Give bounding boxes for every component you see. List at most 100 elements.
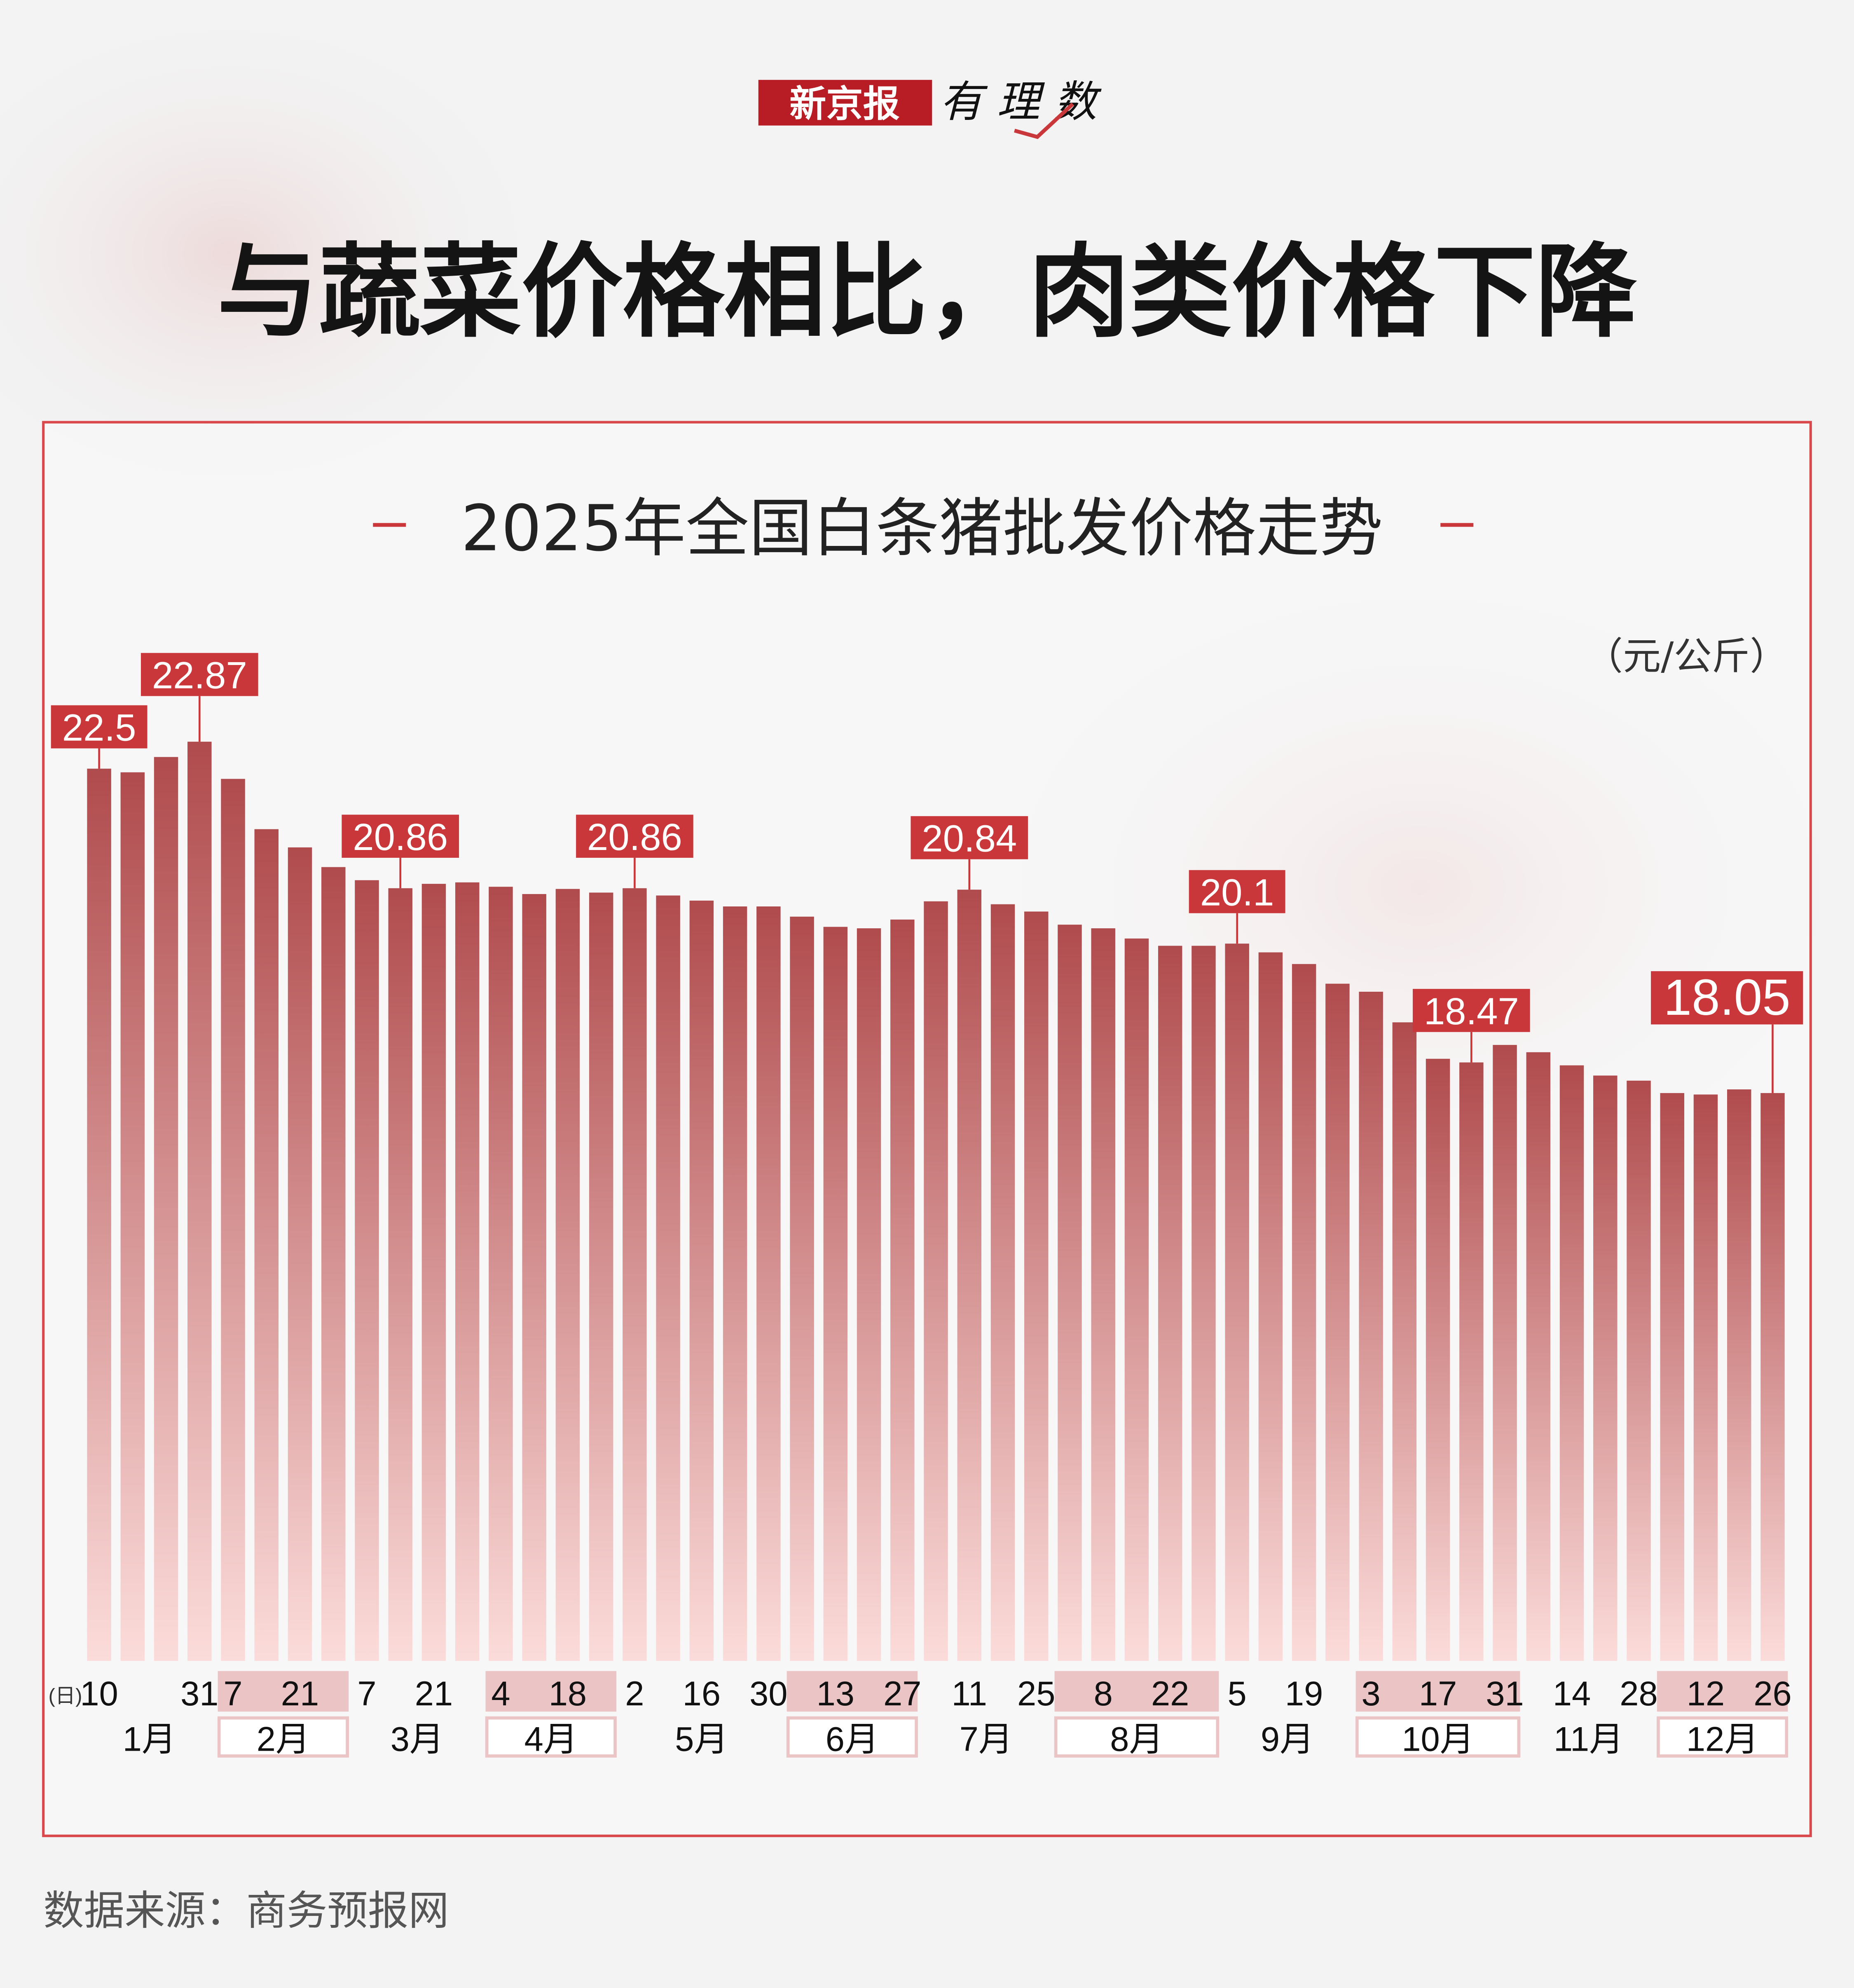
bar-4-25 [589,892,613,1661]
bar-11-28 [1627,1080,1651,1661]
day-tick-label: 11 [952,1674,987,1713]
logo-brand-box [758,80,932,126]
day-tick-label: 14 [1553,1674,1591,1713]
bar-1-10 [87,768,111,1661]
bar-8-29 [1192,946,1216,1661]
bar-2-7 [221,779,245,1661]
bar-3-21 [421,884,446,1661]
bar-9-12 [1258,952,1283,1661]
bar-5-9 [656,895,680,1661]
month-groups: 1月 2月 3月 4月 5月 6月 7月 8月 9月 10月 11月 12月 [123,1671,1788,1759]
x-unit-label: (日) [49,1685,82,1707]
day-tick-label: 5 [1228,1674,1247,1713]
month-label: 8月 [1110,1720,1163,1759]
bar-11-14 [1559,1065,1584,1661]
day-tick-label: 19 [1285,1674,1323,1713]
headline: 与蔬菜价格相比，肉类价格下降 [217,233,1637,351]
day-tick-label: 10 [80,1674,118,1713]
bar-8-22 [1158,946,1182,1661]
bar-12-19 [1727,1089,1751,1661]
bar-6-6 [790,916,814,1661]
bar-12-5 [1660,1093,1684,1661]
bar-5-2 [623,888,647,1661]
bar-7-11 [957,890,982,1661]
day-tick-label: 26 [1753,1674,1791,1713]
data-label-box [141,653,258,696]
data-source: 数据来源：商务预报网 [43,1887,449,1934]
bar-2-14 [254,829,279,1661]
month-box [1657,1716,1788,1758]
bar-10-3 [1359,991,1383,1661]
data-label: 22.87 [152,654,247,697]
day-tick-label: 21 [281,1674,319,1713]
logo: 新京报 有理数 [758,77,1102,139]
day-tick-label: 2 [625,1674,644,1713]
bar-6-13 [823,927,848,1661]
data-label: 20.84 [922,817,1017,860]
month-label: 11月 [1554,1720,1623,1759]
bar-8-15 [1124,938,1149,1661]
bar-6-27 [890,919,915,1661]
bar-9-19 [1292,964,1316,1661]
bar-1-24 [154,757,178,1661]
month-label: 6月 [826,1720,879,1759]
bar-8-1 [1058,925,1082,1661]
month-shade [218,1671,349,1712]
month-box [1355,1716,1521,1758]
data-label-box [576,815,693,858]
month-shade [1657,1671,1788,1712]
month-shade [485,1671,617,1712]
month-box [485,1716,617,1758]
bar-4-18 [555,889,580,1661]
bar-1-31 [187,742,212,1661]
day-tick-label: 16 [683,1674,721,1713]
background-meat-decoration [964,558,1854,1217]
data-label: 18.05 [1664,969,1791,1026]
bar-9-5 [1225,944,1249,1661]
bar-2-21 [288,847,312,1661]
data-label-box [342,815,459,858]
bar-1-17 [120,772,145,1661]
bar-5-23 [723,906,747,1661]
day-tick-label: 27 [883,1674,921,1713]
day-tick-label: 25 [1017,1674,1055,1713]
month-box [217,1716,349,1758]
data-label-box [911,816,1028,859]
day-tick-label: 7 [223,1674,242,1713]
bar-8-8 [1091,928,1115,1661]
month-label: 7月 [960,1720,1013,1759]
y-unit-label: （元/公斤） [1585,634,1788,679]
chart-title: 2025年全国白条猪批发价格走势 [461,492,1383,565]
month-box [786,1716,918,1758]
bars [87,742,1785,1661]
data-label: 22.5 [62,706,136,749]
bar-7-4 [924,901,948,1661]
day-tick-label: 8 [1094,1674,1113,1713]
data-label: 20.86 [353,815,448,858]
bar-4-4 [489,887,513,1661]
data-label: 20.86 [587,815,682,858]
day-tick-label: 7 [357,1674,376,1713]
logo-brand: 新京报 [789,82,900,126]
month-label: 2月 [257,1720,310,1759]
month-label: 5月 [675,1720,728,1759]
bar-10-24 [1459,1062,1484,1661]
month-box [1054,1716,1220,1758]
day-tick-label: 12 [1687,1674,1725,1713]
bar-9-26 [1325,983,1350,1661]
month-label: 4月 [524,1720,578,1759]
month-label: 1月 [123,1720,176,1759]
bar-12-26 [1760,1093,1785,1661]
day-tick-label: 18 [549,1674,587,1713]
logo-column: 有理数 [940,77,1102,127]
bar-7-25 [1024,911,1049,1661]
day-tick-label: 17 [1419,1674,1457,1713]
day-tick-label: 3 [1362,1674,1381,1713]
month-label: 3月 [391,1720,444,1759]
bar-11-7 [1526,1052,1551,1661]
bar-4-11 [522,894,546,1661]
bar-10-31 [1493,1045,1517,1661]
day-tick-label: 21 [415,1674,453,1713]
background-meat-decoration [0,0,558,507]
day-tick-label: 13 [817,1674,854,1713]
